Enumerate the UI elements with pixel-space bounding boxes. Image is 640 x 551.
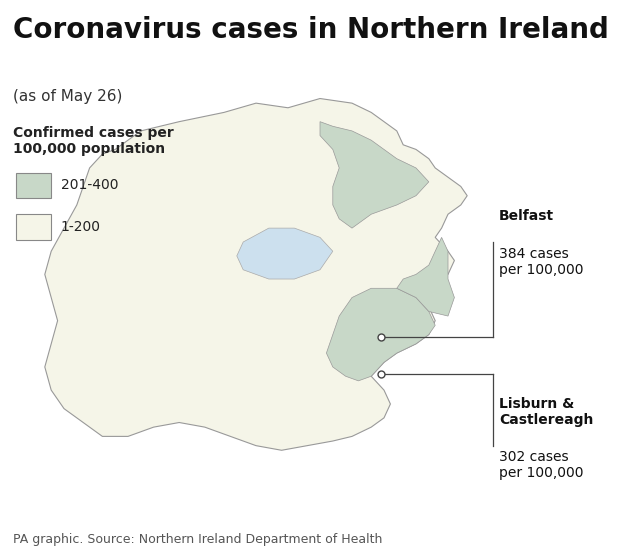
- Text: 384 cases
per 100,000: 384 cases per 100,000: [499, 247, 584, 277]
- Text: Coronavirus cases in Northern Ireland: Coronavirus cases in Northern Ireland: [13, 16, 609, 44]
- FancyBboxPatch shape: [16, 214, 51, 240]
- Polygon shape: [237, 228, 333, 279]
- Polygon shape: [326, 288, 435, 381]
- Text: 302 cases
per 100,000: 302 cases per 100,000: [499, 450, 584, 480]
- FancyBboxPatch shape: [16, 172, 51, 198]
- Text: (as of May 26): (as of May 26): [13, 89, 122, 104]
- Polygon shape: [397, 237, 454, 316]
- Polygon shape: [320, 122, 429, 228]
- Text: 1-200: 1-200: [61, 220, 101, 234]
- Text: Confirmed cases per
100,000 population: Confirmed cases per 100,000 population: [13, 126, 173, 156]
- Text: PA graphic. Source: Northern Ireland Department of Health: PA graphic. Source: Northern Ireland Dep…: [13, 533, 382, 547]
- Text: Belfast: Belfast: [499, 209, 554, 224]
- Text: Lisburn &
Castlereagh: Lisburn & Castlereagh: [499, 397, 593, 427]
- Text: 201-400: 201-400: [61, 178, 118, 192]
- Polygon shape: [45, 99, 467, 450]
